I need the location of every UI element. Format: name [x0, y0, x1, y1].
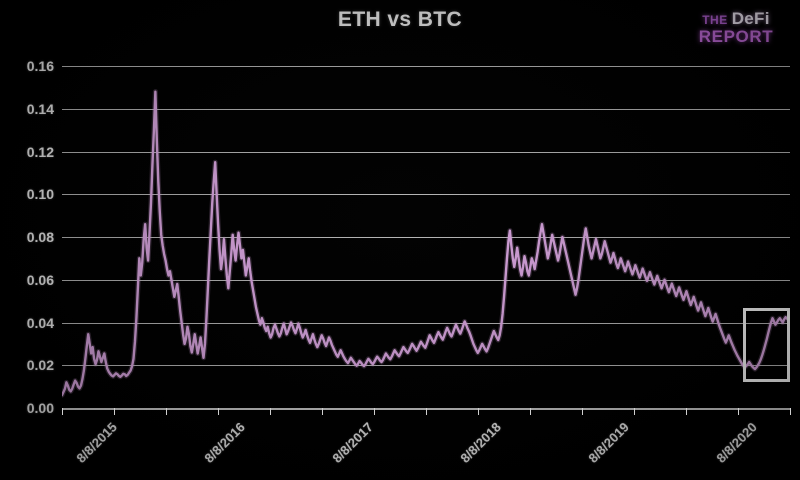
x-axis-tick	[530, 408, 531, 415]
x-axis-tick	[634, 408, 635, 415]
brand-logo: THE DeFi REPORT	[682, 6, 790, 48]
x-axis-tick	[62, 408, 63, 415]
x-axis-tick-label: 8/8/2015	[73, 419, 120, 466]
x-axis-tick-label: 8/8/2016	[201, 419, 248, 466]
y-axis-tick-label: 0.08	[26, 229, 54, 245]
logo-report-text: REPORT	[698, 26, 774, 46]
logo-defi-text: DeFi	[731, 8, 770, 28]
x-axis-tick	[166, 408, 167, 415]
x-axis-tick	[218, 408, 219, 415]
x-axis-tick	[478, 408, 479, 415]
gridline	[62, 108, 790, 110]
y-axis-tick-label: 0.02	[26, 357, 54, 374]
gridline	[62, 279, 790, 281]
y-axis-labels: 0.16 0.14 0.12 0.10 0.08 0.06 0.04 0.02 0.00	[0, 0, 54, 480]
x-axis-tick-label: 8/8/2018	[457, 419, 504, 466]
y-axis-tick-label: 0.00	[26, 400, 54, 416]
y-axis-tick-label: 0.16	[26, 58, 54, 74]
y-axis-tick-label: 0.04	[26, 314, 54, 331]
y-axis-tick-label: 0.06	[26, 271, 54, 288]
x-axis-tick-label: 8/8/2020	[713, 419, 760, 466]
data-line	[62, 92, 790, 396]
x-axis-tick-label: 8/8/2017	[329, 419, 376, 466]
gridline	[62, 237, 790, 238]
page-title: ETH vs BTC	[337, 8, 463, 31]
highlight-box	[743, 307, 790, 383]
x-axis-tick	[374, 408, 375, 415]
x-axis-tick	[738, 408, 739, 415]
gridline	[62, 194, 790, 196]
y-axis-tick-label: 0.10	[26, 186, 54, 203]
x-axis-tick	[790, 408, 791, 415]
gridline	[62, 365, 790, 367]
x-axis-tick	[582, 408, 583, 415]
y-axis-tick-label: 0.14	[26, 100, 54, 117]
gridline	[62, 322, 790, 324]
logo-the-text: THE	[702, 12, 728, 27]
x-axis-tick	[114, 408, 115, 415]
x-axis-tick	[686, 408, 687, 415]
annotation-layer	[62, 66, 790, 408]
gridline	[62, 66, 790, 67]
gridline	[62, 151, 790, 153]
y-axis-tick-label: 0.12	[26, 143, 54, 160]
x-axis-tick-label: 8/8/2019	[585, 419, 632, 466]
series-line-eth-btc	[62, 66, 790, 408]
x-axis-tick	[426, 408, 427, 415]
x-axis-tick	[270, 408, 271, 415]
x-axis-tick	[322, 408, 323, 415]
